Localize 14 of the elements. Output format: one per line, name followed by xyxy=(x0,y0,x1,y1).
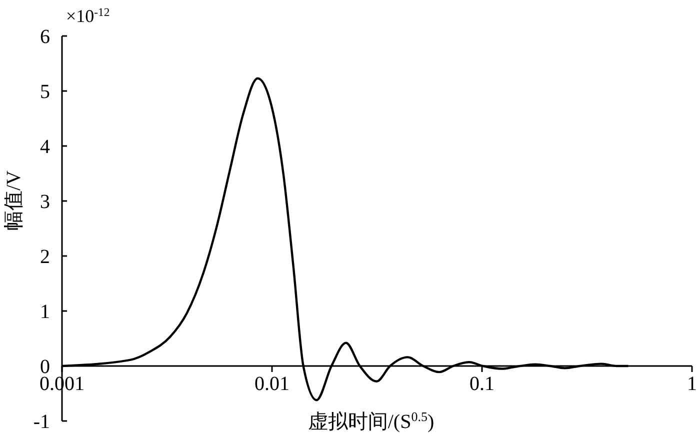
y-tick-label: -1 xyxy=(33,411,50,433)
y-tick-label: 2 xyxy=(40,246,50,268)
y-tick-label: 5 xyxy=(40,81,50,103)
y-tick-label: 3 xyxy=(40,191,50,213)
x-axis-title: 虚拟时间/(S$^{0.5}$) xyxy=(308,408,434,433)
x-tick-label: 0.1 xyxy=(470,373,494,395)
text: ×10$^{-12}$ xyxy=(66,6,110,26)
y-tick-label: 6 xyxy=(40,26,50,48)
y-tick-label: 0 xyxy=(40,356,50,378)
y-tick-label: 1 xyxy=(40,301,50,323)
x-tick-label: 0.01 xyxy=(254,373,290,395)
y-tick-label: 4 xyxy=(40,136,50,158)
x-tick-label: 1 xyxy=(687,373,697,395)
y-axis-title: 幅值/V xyxy=(3,170,25,230)
